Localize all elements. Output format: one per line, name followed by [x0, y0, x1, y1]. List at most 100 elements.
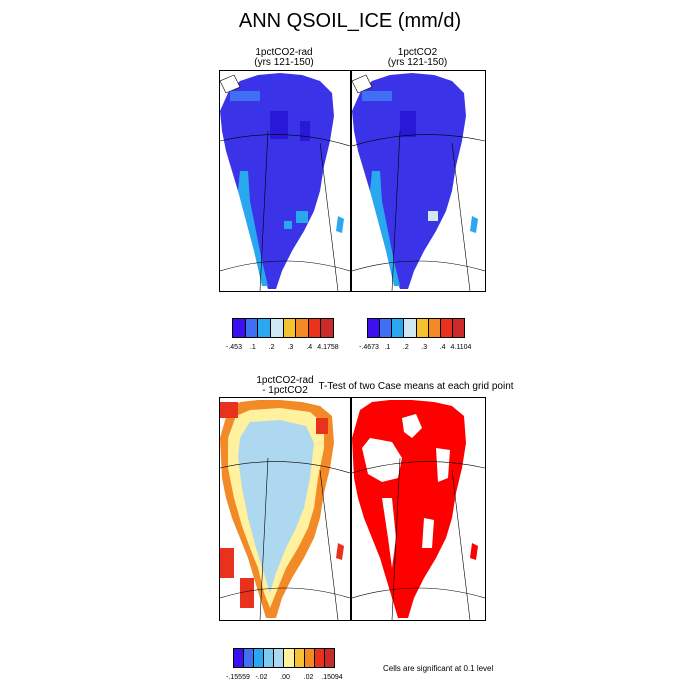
non-significant-area: [422, 518, 434, 548]
iceland-field: [336, 216, 344, 233]
panel-title-bottom-left: 1pctCO2-rad - 1pctCO2: [240, 376, 330, 396]
longitude-line: [391, 130, 401, 291]
colorbar-swatch: [264, 649, 275, 667]
latitude-line: [220, 134, 350, 147]
colorbar-swatch: [324, 649, 334, 667]
colorbar-label: 4.1104: [450, 344, 472, 351]
colorbar-label: -.02: [255, 674, 268, 681]
colorbar-swatch: [274, 649, 285, 667]
panel-title-line1: 1pctCO2-rad: [255, 47, 313, 58]
colorbar-swatch: [296, 319, 309, 337]
non-significant-area: [362, 438, 402, 482]
colorbar-swatch: [416, 319, 429, 337]
ellesmere-coast: [352, 74, 373, 94]
field-cell: [316, 418, 328, 434]
field-cell: [220, 402, 238, 418]
colorbar-label: .1: [249, 344, 256, 351]
map-panel-top-left: [219, 70, 351, 292]
margin-field: [238, 171, 268, 286]
iceland-field: [470, 543, 478, 560]
colorbar-swatch: [440, 319, 453, 337]
colorbar-swatch: [321, 319, 333, 337]
significance-note: Cells are significant at 0.1 level: [383, 664, 494, 673]
colorbar-swatch: [380, 319, 393, 337]
panel-title-line2: (yrs 121-150): [254, 57, 314, 68]
longitude-line: [451, 142, 471, 291]
longitude-line: [259, 130, 269, 291]
iceland-field: [470, 216, 478, 233]
greenland-map-difference: [220, 400, 350, 620]
colorbar-swatch: [233, 319, 246, 337]
panel-title-line1: 1pctCO2-rad: [256, 375, 314, 386]
greenland-map-significance: [352, 400, 485, 620]
colorbar-label: -.453: [226, 344, 242, 351]
colorbar-swatch: [314, 649, 325, 667]
colorbar-swatch: [258, 319, 271, 337]
colorbar-swatch: [294, 649, 305, 667]
colorbar-swatch: [245, 319, 259, 337]
ice-sheet-field: [352, 73, 466, 289]
latitude-line: [220, 260, 350, 272]
colorbar-label: .2: [402, 344, 409, 351]
panel-title-line2: - 1pctCO2: [262, 385, 308, 396]
longitude-line: [391, 457, 401, 620]
longitude-line: [319, 142, 339, 291]
map-panel-top-right: [351, 70, 486, 292]
field-cell: [284, 221, 292, 229]
colorbar-label: -.4673: [359, 344, 379, 351]
non-significant-area: [382, 498, 396, 568]
field-cell: [270, 111, 288, 139]
colorbar-label: .2: [268, 344, 275, 351]
colorbar-swatch: [428, 319, 441, 337]
colorbar-swatch: [404, 319, 417, 337]
colorbar-label: .4: [439, 344, 446, 351]
colorbar-label: .15094: [321, 674, 343, 681]
colorbar-label: .00: [280, 674, 290, 681]
difference-field-blue: [238, 420, 314, 593]
longitude-line: [259, 457, 269, 620]
colorbar-swatch: [304, 649, 315, 667]
field-cell: [240, 578, 254, 608]
colorbar-swatch: [284, 649, 295, 667]
ice-sheet-field: [220, 73, 334, 289]
panel-title-line1: 1pctCO2: [397, 47, 438, 58]
colorbar-label: .02: [303, 674, 314, 681]
colorbar-swatch: [308, 319, 322, 337]
colorbar-bottom: [233, 648, 335, 668]
iceland-field: [336, 543, 344, 560]
latitude-line: [220, 461, 350, 474]
field-cell: [400, 111, 416, 137]
colorbar-label: .1: [384, 344, 391, 351]
colorbar-swatch: [270, 319, 284, 337]
colorbar-label: .4: [306, 344, 313, 351]
field-cell: [362, 91, 392, 101]
field-cell: [428, 211, 438, 221]
colorbar-top-left: [232, 318, 334, 338]
page-title: ANN QSOIL_ICE (mm/d): [238, 10, 462, 32]
colorbar-top-right: [367, 318, 465, 338]
field-cell: [220, 548, 234, 578]
latitude-line: [352, 134, 485, 147]
non-significant-area: [402, 414, 422, 438]
latitude-line: [352, 587, 485, 599]
colorbar-swatch: [234, 649, 245, 667]
longitude-line: [319, 469, 339, 620]
colorbar-label: .3: [287, 344, 294, 351]
panel-title-line2: (yrs 121-150): [387, 57, 448, 68]
greenland-map-ice-runoff-rad: [220, 73, 350, 291]
latitude-line: [352, 461, 485, 474]
longitude-line: [451, 469, 471, 620]
colorbar-label: -.15559: [226, 674, 250, 681]
panel-title-top-left: 1pctCO2-rad (yrs 121-150): [219, 48, 349, 68]
colorbar-swatch: [254, 649, 265, 667]
greenland-map-ice-runoff: [352, 73, 485, 291]
panel-title-top-right: 1pctCO2 (yrs 121-150): [351, 48, 484, 68]
map-panel-bottom-left: [219, 397, 351, 621]
field-cell: [300, 121, 310, 141]
colorbar-swatch: [452, 319, 464, 337]
field-cell: [230, 91, 260, 101]
non-significant-area: [436, 448, 450, 482]
colorbar-label: 4.1758: [317, 344, 339, 351]
colorbar-swatch: [392, 319, 405, 337]
colorbar-swatch: [244, 649, 255, 667]
